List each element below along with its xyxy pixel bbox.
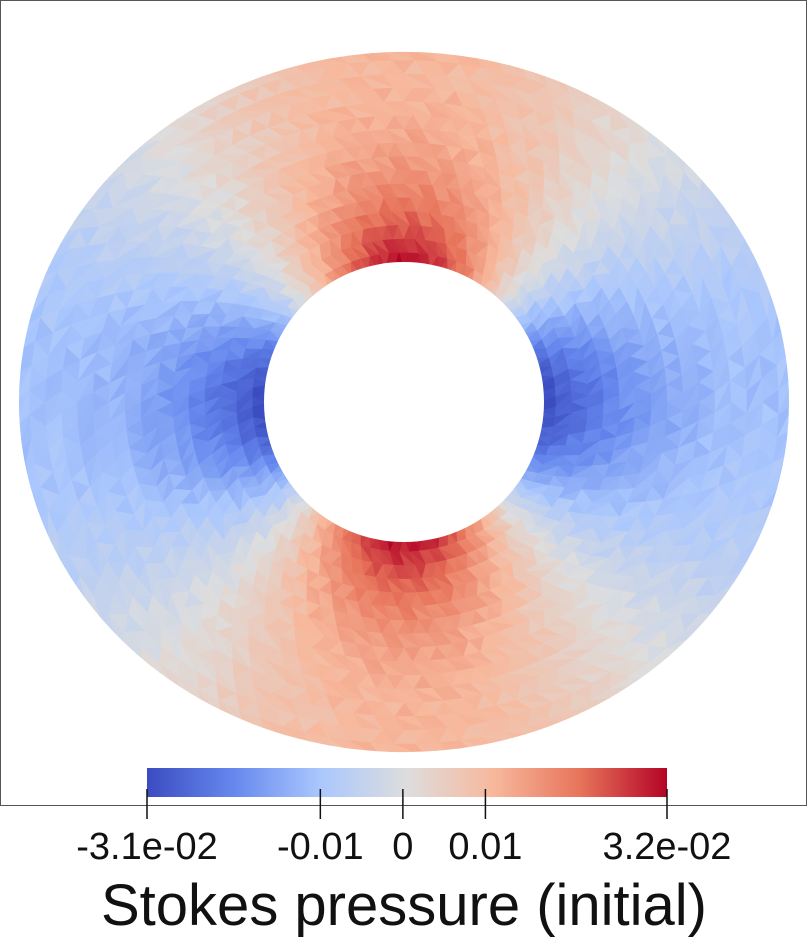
colorbar	[147, 768, 667, 797]
colorbar-tick-label: 0.01	[448, 826, 523, 868]
colorbar-tick-label: -0.01	[277, 826, 364, 868]
colorbar-title: Stokes pressure (initial)	[101, 873, 707, 938]
colorbar-tick-label: 3.2e-02	[602, 826, 732, 868]
inner-boundary	[264, 262, 544, 542]
colorbar-tick-label: 0	[392, 826, 414, 868]
colorbar-tick-label: -3.1e-02	[76, 826, 218, 868]
pressure-mesh	[18, 51, 789, 753]
